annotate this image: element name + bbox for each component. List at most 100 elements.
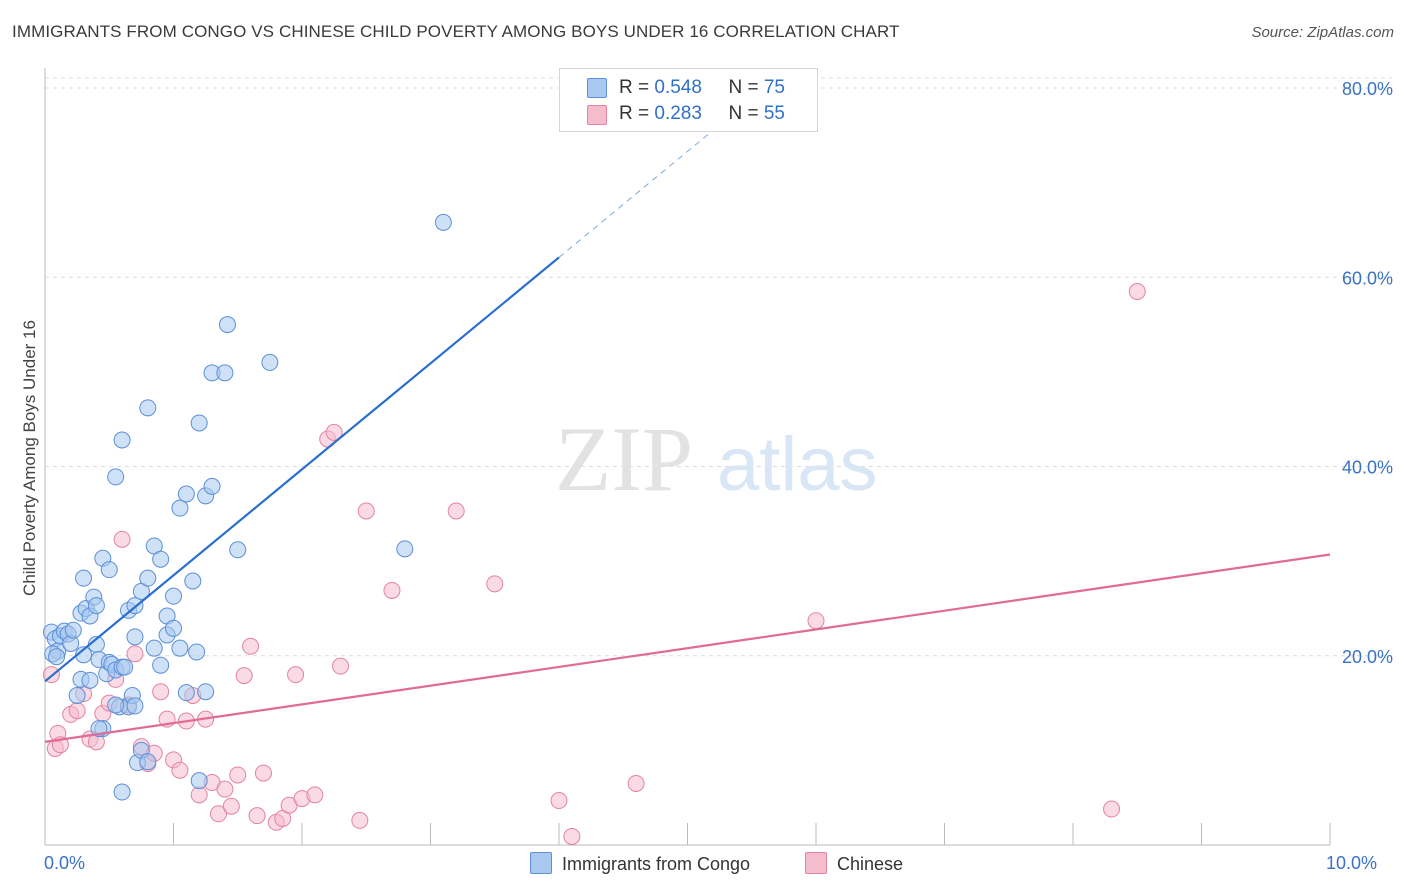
congo-point [184, 572, 202, 590]
legend-swatch-chinese [587, 105, 607, 125]
chinese-point [1103, 800, 1121, 818]
chinese-point [627, 774, 645, 792]
legend-n-value: 55 [763, 103, 785, 124]
bottom-legend-label-chinese: Chinese [837, 854, 904, 874]
congo-point [107, 696, 125, 714]
correlation-legend: R = 0.548 N = 75 R = 0.283 N = 55 [559, 68, 818, 132]
congo-point [190, 772, 208, 790]
legend-swatch-congo [587, 78, 607, 98]
congo-point [188, 643, 206, 661]
legend-r-label: R = [619, 77, 655, 98]
chinese-point [190, 786, 208, 804]
chinese-point [222, 797, 240, 815]
congo-point [165, 587, 182, 605]
congo-point [116, 658, 134, 676]
chinese-point [209, 805, 227, 823]
bottom-legend-chinese: Chinese [805, 852, 903, 875]
chinese-point [332, 657, 350, 675]
congo-point [113, 783, 131, 801]
chinese-point [550, 792, 568, 810]
chinese-point [248, 807, 266, 825]
chinese-point [113, 530, 131, 548]
congo-point [87, 597, 105, 615]
x-tick-label-min: 0.0% [44, 853, 86, 873]
legend-r-label: R = [619, 103, 655, 124]
congo-trend-line [44, 256, 560, 683]
chinese-point [325, 423, 343, 441]
legend-r-value: 0.548 [654, 77, 702, 98]
watermark-atlas: atlas [717, 422, 878, 507]
chinese-point [447, 502, 465, 520]
congo-point [75, 569, 93, 587]
y-tick-label: 40.0% [1342, 458, 1393, 478]
source-label: Source: ZipAtlas.com [1251, 24, 1394, 41]
chinese-point [216, 780, 234, 798]
y-tick-labels: 20.0% 40.0% 60.0% 80.0% [1342, 79, 1393, 667]
chinese-point [126, 645, 144, 663]
legend-row-chinese: R = 0.283 N = 55 [619, 103, 785, 127]
congo-point [261, 353, 279, 371]
chinese-point [807, 612, 825, 630]
congo-trend-extension [558, 98, 753, 258]
congo-point [197, 683, 215, 701]
chinese-point [254, 764, 272, 782]
legend-n-value: 75 [763, 77, 785, 98]
congo-point [139, 569, 157, 587]
y-tick-label: 80.0% [1342, 79, 1393, 99]
x-tick-label-max: 10.0% [1326, 853, 1378, 873]
chinese-point [563, 827, 581, 845]
legend-n-label: N = [728, 77, 764, 98]
chinese-point [351, 811, 369, 829]
congo-point [139, 399, 157, 417]
legend-r-value: 0.283 [654, 103, 702, 124]
chinese-trend-line [44, 553, 1331, 743]
congo-point [113, 431, 131, 449]
congo-point [107, 468, 125, 486]
chinese-point [229, 766, 247, 784]
congo-point [216, 364, 234, 382]
congo-point [145, 639, 163, 657]
congo-point [229, 541, 247, 559]
chinese-points [42, 282, 1146, 845]
congo-point [190, 414, 208, 432]
chinese-point [357, 502, 375, 520]
congo-point [218, 316, 236, 334]
congo-point [171, 499, 189, 517]
congo-point [203, 477, 221, 495]
congo-point [68, 686, 86, 704]
axes [44, 68, 1331, 846]
congo-point [152, 656, 170, 674]
chinese-point [235, 667, 253, 685]
congo-point [81, 671, 99, 689]
legend-n-label: N = [728, 103, 764, 124]
chinese-point [68, 702, 86, 720]
chinese-point [306, 786, 324, 804]
chinese-point [1128, 282, 1146, 300]
bottom-legend-swatch-chinese [805, 852, 827, 874]
watermark: ZIP atlas [555, 408, 878, 510]
congo-point [48, 648, 66, 666]
bottom-legend-label-congo: Immigrants from Congo [562, 854, 751, 874]
congo-point [177, 485, 195, 503]
bottom-legend-congo: Immigrants from Congo [530, 852, 750, 875]
chinese-point [152, 683, 170, 701]
trend-lines [44, 98, 1331, 743]
y-tick-label: 20.0% [1342, 647, 1393, 667]
watermark-zip: ZIP [555, 408, 693, 510]
chart-title: IMMIGRANTS FROM CONGO VS CHINESE CHILD P… [12, 22, 900, 41]
chinese-point [242, 637, 260, 655]
congo-point [152, 550, 170, 568]
congo-point [100, 561, 118, 579]
congo-point [396, 540, 414, 558]
congo-point [126, 628, 144, 646]
congo-point [126, 697, 144, 715]
congo-point [434, 213, 452, 231]
chinese-point [171, 761, 189, 779]
congo-point [165, 619, 182, 637]
grid-lines [45, 77, 1392, 657]
bottom-legend-swatch-congo [530, 852, 552, 874]
chinese-point [383, 581, 401, 599]
chinese-point [486, 575, 504, 593]
congo-point [139, 753, 157, 771]
